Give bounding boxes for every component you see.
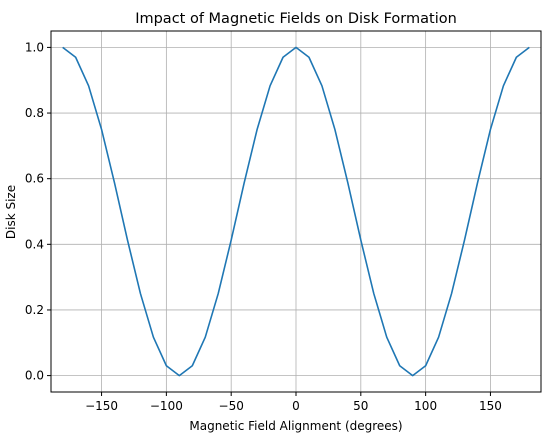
x-axis: −150 −100 −50 0 50 100 150 bbox=[85, 392, 502, 413]
x-tick-label: −50 bbox=[219, 399, 244, 413]
x-tick-label: −100 bbox=[150, 399, 183, 413]
y-tick-label: 0.2 bbox=[25, 303, 44, 317]
chart-title: Impact of Magnetic Fields on Disk Format… bbox=[135, 11, 457, 27]
x-tick-label: −150 bbox=[85, 399, 118, 413]
y-tick-label: 0.8 bbox=[25, 106, 44, 120]
x-tick-label: 50 bbox=[353, 399, 368, 413]
series-lines bbox=[62, 46, 530, 377]
series-line bbox=[62, 46, 530, 377]
x-tick-label: 0 bbox=[292, 399, 300, 413]
x-tick-label: 150 bbox=[479, 399, 502, 413]
grid-lines bbox=[51, 31, 541, 392]
y-tick-label: 0.6 bbox=[25, 172, 44, 186]
x-tick-label: 100 bbox=[414, 399, 437, 413]
y-tick-label: 1.0 bbox=[25, 40, 44, 54]
y-axis: 0.0 0.2 0.4 0.6 0.8 1.0 bbox=[25, 40, 51, 383]
y-tick-label: 0.0 bbox=[25, 369, 44, 383]
x-axis-label: Magnetic Field Alignment (degrees) bbox=[189, 419, 402, 433]
y-axis-label: Disk Size bbox=[4, 185, 18, 239]
y-tick-label: 0.4 bbox=[25, 237, 44, 251]
